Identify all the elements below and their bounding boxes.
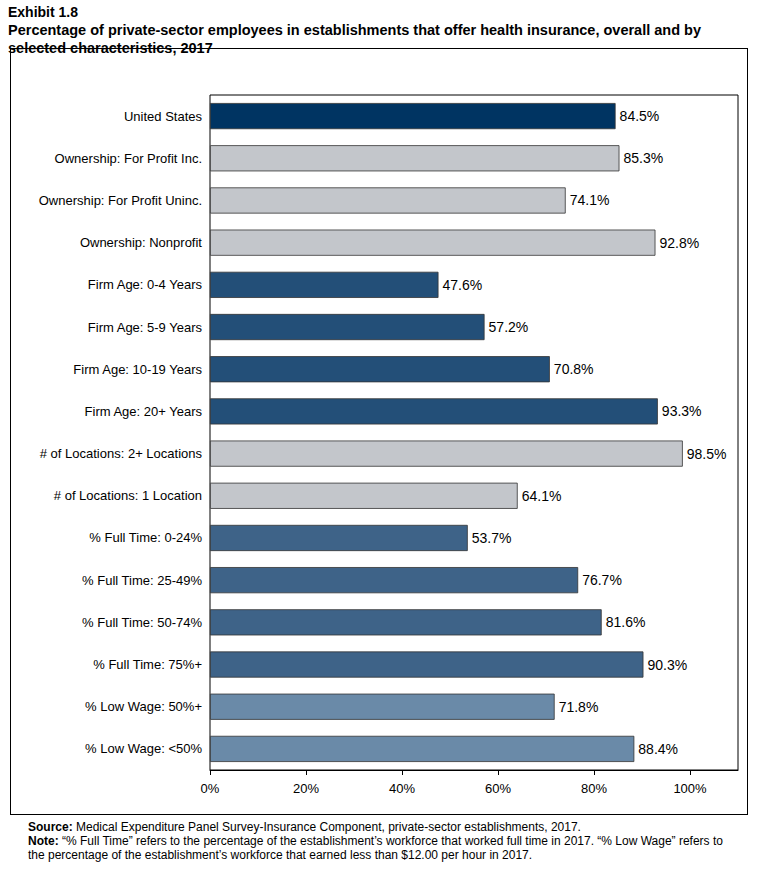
html-text:Exhibit 1.8: Exhibit 1.8 — [8, 4, 78, 20]
svg-text:85.3%: 85.3% — [623, 150, 663, 166]
svg-text:53.7%: 53.7% — [472, 530, 512, 546]
svg-text:90.3%: 90.3% — [647, 657, 687, 673]
svg-text:Firm Age: 10-19 Years: Firm Age: 10-19 Years — [73, 362, 202, 377]
svg-text:Firm Age: 0-4 Years: Firm Age: 0-4 Years — [88, 277, 203, 292]
svg-text:% Low Wage: 50%+: % Low Wage: 50%+ — [85, 699, 202, 714]
html-text:Source: Medical Expenditure Pa: Source: Medical Expenditure Panel Survey… — [28, 820, 581, 834]
svg-text:93.3%: 93.3% — [662, 403, 702, 419]
svg-text:% Full Time: 50-74%: % Full Time: 50-74% — [82, 615, 202, 630]
svg-text:47.6%: 47.6% — [442, 277, 482, 293]
svg-text:76.7%: 76.7% — [582, 572, 622, 588]
svg-text:100%: 100% — [673, 781, 707, 796]
svg-text:98.5%: 98.5% — [687, 446, 727, 462]
svg-text:Ownership: Nonprofit: Ownership: Nonprofit — [80, 235, 202, 250]
svg-text:60%: 60% — [485, 781, 511, 796]
svg-text:64.1%: 64.1% — [522, 488, 562, 504]
html-text:Note: “% Full Time” refers to: Note: “% Full Time” refers to the percen… — [28, 834, 723, 862]
svg-text:88.4%: 88.4% — [638, 741, 678, 757]
svg-text:92.8%: 92.8% — [659, 235, 699, 251]
svg-text:71.8%: 71.8% — [559, 699, 599, 715]
svg-text:% Full Time: 75%+: % Full Time: 75%+ — [93, 657, 202, 672]
html-text:Percentage of private-sector e: Percentage of private-sector employees i… — [8, 22, 701, 56]
svg-text:20%: 20% — [293, 781, 319, 796]
svg-text:81.6%: 81.6% — [606, 614, 646, 630]
svg-text:Ownership: For Profit Uninc.: Ownership: For Profit Uninc. — [39, 193, 202, 208]
svg-text:% Full Time: 25-49%: % Full Time: 25-49% — [82, 573, 202, 588]
svg-text:74.1%: 74.1% — [570, 192, 610, 208]
svg-text:40%: 40% — [389, 781, 415, 796]
svg-text:84.5%: 84.5% — [620, 108, 660, 124]
svg-text:Firm Age: 5-9 Years: Firm Age: 5-9 Years — [88, 320, 203, 335]
svg-text:57.2%: 57.2% — [489, 319, 529, 335]
svg-text:Ownership: For Profit Inc.: Ownership: For Profit Inc. — [55, 151, 202, 166]
svg-text:80%: 80% — [581, 781, 607, 796]
svg-text:% Low Wage: <50%: % Low Wage: <50% — [85, 741, 202, 756]
svg-text:0%: 0% — [201, 781, 220, 796]
svg-text:# of Locations: 1 Location: # of Locations: 1 Location — [54, 488, 202, 503]
svg-text:# of Locations: 2+ Locations: # of Locations: 2+ Locations — [40, 446, 203, 461]
svg-text:% Full Time: 0-24%: % Full Time: 0-24% — [89, 530, 202, 545]
svg-text:United States: United States — [124, 109, 203, 124]
svg-text:Firm Age: 20+ Years: Firm Age: 20+ Years — [85, 404, 203, 419]
svg-text:70.8%: 70.8% — [554, 361, 594, 377]
